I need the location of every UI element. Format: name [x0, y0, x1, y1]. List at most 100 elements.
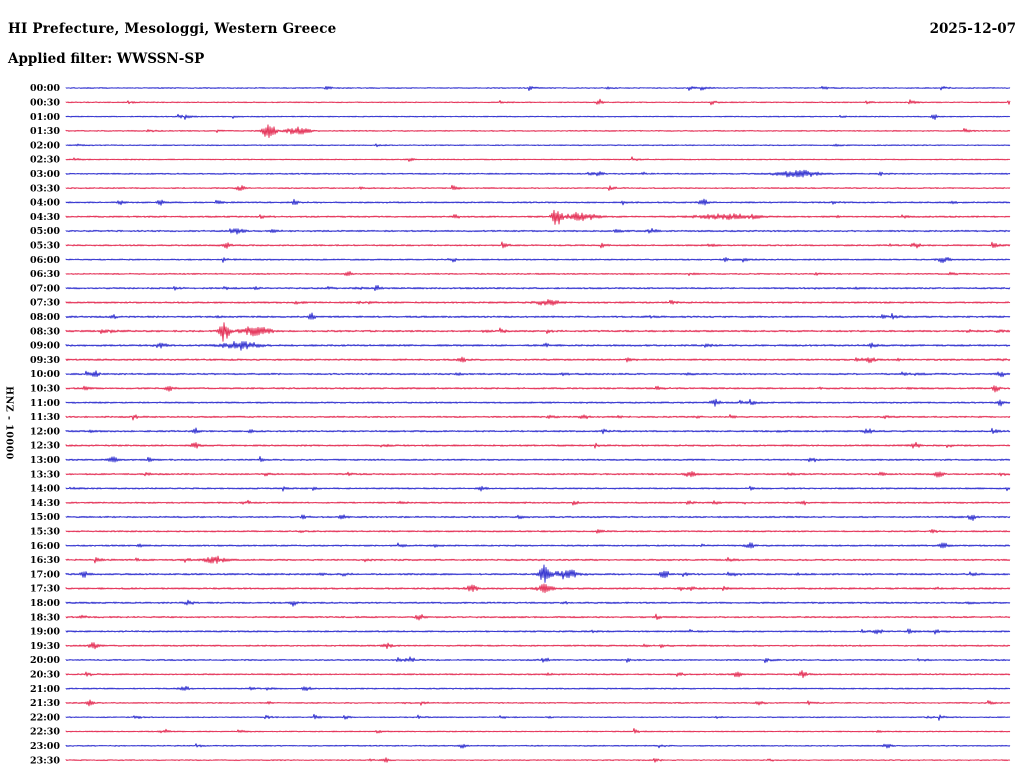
seismogram-trace-07:30	[65, 299, 1011, 306]
time-label-01:30: 01:30	[30, 126, 60, 137]
time-label-21:30: 21:30	[30, 698, 60, 709]
seismogram-trace-00:00	[65, 85, 1011, 92]
seismogram-trace-06:00	[65, 256, 1011, 264]
time-label-06:00: 06:00	[30, 255, 60, 266]
time-label-05:00: 05:00	[30, 226, 60, 237]
seismogram-trace-11:30	[65, 414, 1011, 421]
seismogram-trace-08:00	[65, 312, 1011, 320]
time-label-16:00: 16:00	[30, 541, 60, 552]
seismogram-trace-08:30	[65, 322, 1011, 342]
time-label-17:00: 17:00	[30, 569, 60, 580]
seismogram-trace-04:00	[65, 198, 1011, 206]
seismogram-trace-00:30	[65, 98, 1011, 106]
seismogram-trace-22:00	[65, 713, 1011, 721]
seismogram-trace-16:30	[65, 555, 1011, 564]
time-label-10:00: 10:00	[30, 369, 60, 380]
time-label-21:00: 21:00	[30, 684, 60, 695]
seismogram-trace-20:00	[65, 656, 1011, 664]
time-label-08:00: 08:00	[30, 312, 60, 323]
time-label-15:30: 15:30	[30, 527, 60, 538]
seismogram-trace-11:00	[65, 398, 1011, 407]
time-label-08:30: 08:30	[30, 326, 60, 337]
time-label-17:30: 17:30	[30, 584, 60, 595]
time-label-18:30: 18:30	[30, 612, 60, 623]
seismogram-trace-12:00	[65, 427, 1011, 435]
time-label-04:00: 04:00	[30, 198, 60, 209]
seismogram-trace-02:00	[65, 143, 1011, 148]
time-label-19:00: 19:00	[30, 627, 60, 638]
seismogram-trace-15:00	[65, 514, 1011, 521]
seismogram-trace-13:30	[65, 471, 1011, 478]
time-label-09:00: 09:00	[30, 341, 60, 352]
seismogram-trace-18:00	[65, 599, 1011, 607]
seismogram-trace-10:30	[65, 385, 1011, 393]
time-label-00:30: 00:30	[30, 98, 60, 109]
time-label-22:00: 22:00	[30, 712, 60, 723]
time-label-23:00: 23:00	[30, 741, 60, 752]
time-label-12:30: 12:30	[30, 441, 60, 452]
time-label-01:00: 01:00	[30, 112, 60, 123]
seismogram-trace-14:30	[65, 499, 1011, 506]
time-label-14:30: 14:30	[30, 498, 60, 509]
seismogram-trace-16:00	[65, 542, 1011, 549]
seismogram-trace-06:30	[65, 271, 1011, 277]
time-label-07:30: 07:30	[30, 298, 60, 309]
station-title: HI Prefecture, Mesologgi, Western Greece	[8, 21, 337, 37]
seismogram-trace-03:00	[65, 169, 1011, 178]
seismogram-trace-07:00	[65, 285, 1011, 292]
time-label-22:30: 22:30	[30, 727, 60, 738]
seismogram-trace-09:00	[65, 341, 1011, 351]
seismogram-trace-13:00	[65, 456, 1011, 463]
time-label-14:00: 14:00	[30, 484, 60, 495]
seismogram-trace-21:30	[65, 699, 1011, 707]
seismogram-trace-01:00	[65, 113, 1011, 120]
time-label-04:30: 04:30	[30, 212, 60, 223]
time-label-02:00: 02:00	[30, 140, 60, 151]
time-label-00:00: 00:00	[30, 83, 60, 94]
seismogram-trace-20:30	[65, 670, 1011, 679]
seismogram-trace-10:00	[65, 370, 1011, 378]
time-label-09:30: 09:30	[30, 355, 60, 366]
time-label-07:00: 07:00	[30, 283, 60, 294]
time-label-03:00: 03:00	[30, 169, 60, 180]
time-label-13:00: 13:00	[30, 455, 60, 466]
seismogram-trace-22:30	[65, 728, 1011, 734]
seismogram-trace-15:30	[65, 528, 1011, 534]
time-label-05:30: 05:30	[30, 241, 60, 252]
seismogram-trace-17:30	[65, 583, 1011, 594]
record-date: 2025-12-07	[929, 21, 1016, 37]
seismogram-trace-12:30	[65, 441, 1011, 449]
seismogram-trace-05:00	[65, 228, 1011, 235]
filter-label: Applied filter: WWSSN-SP	[8, 51, 205, 67]
time-label-11:00: 11:00	[30, 398, 60, 409]
seismogram-trace-09:30	[65, 356, 1011, 364]
time-label-03:30: 03:30	[30, 183, 60, 194]
seismogram-trace-17:00	[65, 564, 1011, 583]
time-label-12:00: 12:00	[30, 426, 60, 437]
seismogram-trace-02:30	[65, 156, 1011, 162]
seismogram-trace-19:00	[65, 628, 1011, 635]
seismogram-trace-04:30	[65, 209, 1011, 225]
time-label-10:30: 10:30	[30, 384, 60, 395]
time-label-23:30: 23:30	[30, 755, 60, 766]
seismogram-trace-14:00	[65, 485, 1011, 492]
seismogram-trace-05:30	[65, 241, 1011, 249]
time-label-20:30: 20:30	[30, 670, 60, 681]
time-label-18:00: 18:00	[30, 598, 60, 609]
time-label-19:30: 19:30	[30, 641, 60, 652]
time-label-20:00: 20:00	[30, 655, 60, 666]
seismogram-trace-23:00	[65, 743, 1011, 749]
seismogram-trace-21:00	[65, 685, 1011, 691]
seismogram-trace-23:30	[65, 757, 1011, 763]
time-label-13:30: 13:30	[30, 469, 60, 480]
seismogram-trace-03:30	[65, 184, 1011, 191]
time-label-06:30: 06:30	[30, 269, 60, 280]
time-label-02:30: 02:30	[30, 155, 60, 166]
seismogram-trace-19:30	[65, 642, 1011, 650]
time-label-11:30: 11:30	[30, 412, 60, 423]
time-label-15:00: 15:00	[30, 512, 60, 523]
seismogram-trace-01:30	[65, 124, 1011, 139]
time-label-16:30: 16:30	[30, 555, 60, 566]
